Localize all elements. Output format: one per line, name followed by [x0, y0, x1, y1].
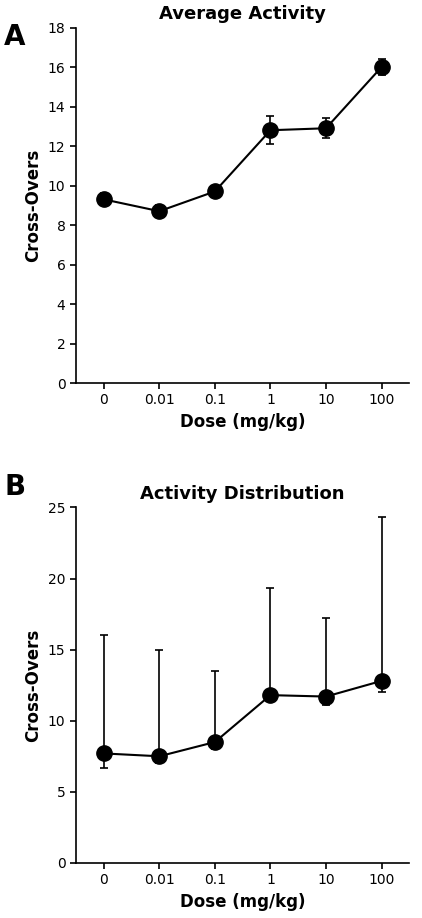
X-axis label: Dose (mg/kg): Dose (mg/kg) [180, 413, 306, 431]
Y-axis label: Cross-Overs: Cross-Overs [24, 629, 42, 742]
Title: Average Activity: Average Activity [159, 6, 326, 23]
Text: A: A [4, 23, 26, 51]
X-axis label: Dose (mg/kg): Dose (mg/kg) [180, 893, 306, 911]
Title: Activity Distribution: Activity Distribution [141, 485, 345, 503]
Y-axis label: Cross-Overs: Cross-Overs [24, 149, 42, 262]
Text: B: B [4, 473, 25, 501]
